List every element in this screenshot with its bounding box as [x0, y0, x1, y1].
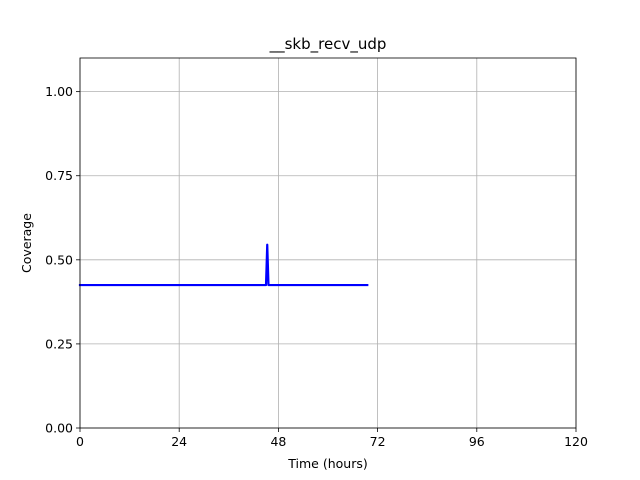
x-tick-label: 120 — [564, 434, 588, 449]
x-axis-label: Time (hours) — [287, 456, 367, 471]
y-tick-label: 0.50 — [45, 252, 73, 267]
chart-title: __skb_recv_udp — [269, 35, 387, 54]
plot-frame — [79, 57, 577, 429]
y-tick-label: 1.00 — [45, 84, 73, 99]
y-tick-label: 0.75 — [45, 168, 73, 183]
series-layer — [78, 243, 369, 287]
y-axis: 0.00 0.25 0.50 0.75 1.00 — [45, 84, 80, 436]
y-axis-label: Coverage — [19, 213, 34, 273]
x-tick-label: 96 — [469, 434, 485, 449]
x-tick-label: 72 — [370, 434, 386, 449]
x-axis: 0 24 48 72 96 120 — [76, 428, 588, 449]
x-tick-label: 0 — [76, 434, 84, 449]
y-tick-label: 0.25 — [45, 336, 73, 351]
x-tick-label: 48 — [270, 434, 286, 449]
x-tick-label: 24 — [171, 434, 187, 449]
y-tick-label: 0.00 — [45, 421, 73, 436]
series-line-0 — [78, 243, 369, 287]
